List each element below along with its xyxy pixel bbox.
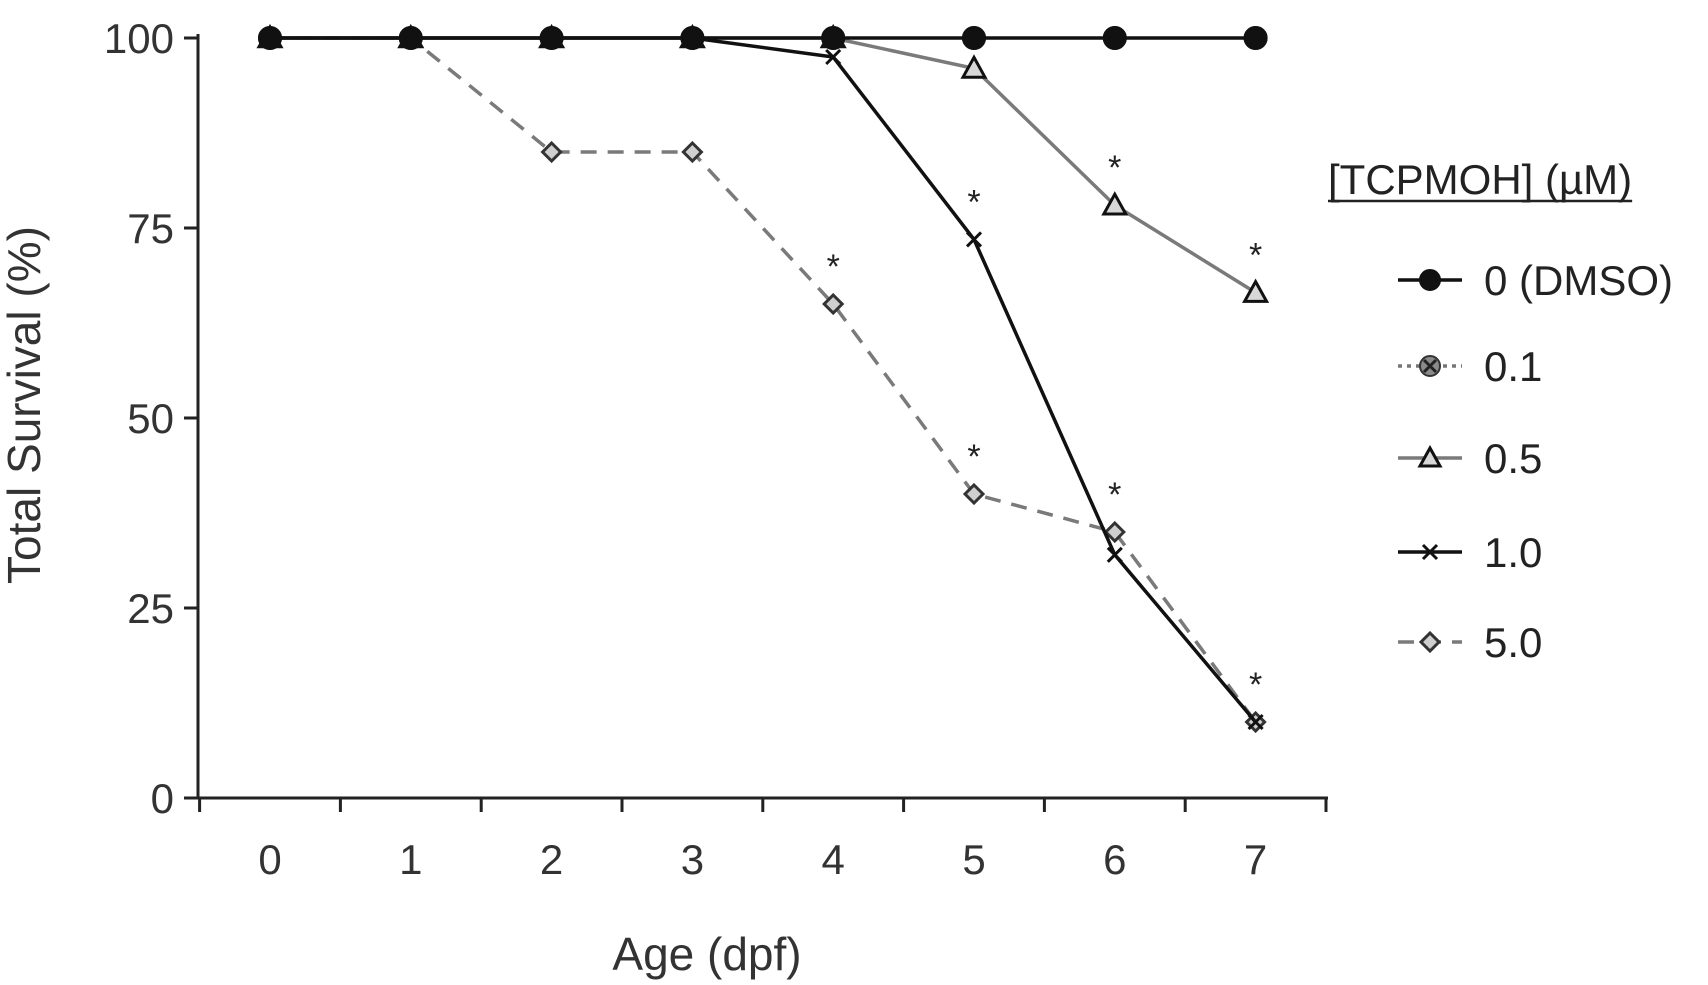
series-1-0-point-4-shape	[825, 48, 842, 66]
series-5-0-point-2-shape	[540, 140, 563, 164]
x-tick-label-6: 6	[1103, 836, 1126, 883]
significance-star-0: *	[827, 248, 840, 286]
legend-item-1-0: 1.0	[1398, 529, 1542, 576]
x-tick-label-3: 3	[681, 836, 704, 883]
series-1-0	[261, 29, 1264, 731]
series-0-dmso-point-2-shape	[539, 26, 564, 50]
significance-star-6: *	[1249, 666, 1262, 704]
series-0-dmso	[258, 26, 1268, 50]
legend-item-0-5-marker	[1417, 444, 1443, 468]
series-1-0-point-4	[825, 48, 842, 66]
series-5-0-point-5-shape	[962, 482, 986, 506]
series-5-0-point-6-shape	[1103, 520, 1126, 544]
series-0-5-point-5-shape	[960, 54, 988, 79]
legend-item-0-dmso-marker	[1419, 269, 1441, 291]
series-0-dmso-point-7-shape	[1243, 26, 1268, 50]
series-5-0-line	[270, 36, 1258, 724]
series-1-0-point-7-shape	[1247, 713, 1264, 731]
series-0-dmso-point-3	[680, 26, 705, 50]
y-tick-label-75: 75	[127, 205, 174, 252]
series-1-0-point-6-shape	[1106, 546, 1123, 563]
series-0-5-point-7	[1242, 278, 1270, 303]
series-1-0-point-7	[1247, 713, 1264, 731]
series-layer	[256, 23, 1270, 734]
y-axis-label: Total Survival (%)	[0, 226, 50, 584]
x-tick-label-7: 7	[1244, 836, 1267, 883]
legend-title: [TCPMOH] (µM)	[1328, 156, 1632, 203]
legend-item-0-5-label: 0.5	[1484, 435, 1542, 482]
legend-item-0-5-marker-shape	[1417, 444, 1443, 468]
series-0-dmso-point-5-shape	[962, 26, 986, 50]
x-tick-label-1: 1	[399, 836, 422, 883]
legend-item-0-1-marker	[1419, 355, 1441, 377]
significance-star-4: *	[1108, 476, 1121, 514]
x-tick-label-0: 0	[258, 836, 281, 883]
series-0-dmso-point-3-shape	[680, 26, 705, 50]
series-0-5-point-7-shape	[1242, 278, 1270, 303]
significance-star-3: *	[1108, 149, 1121, 187]
series-5-0-point-4-shape	[822, 292, 845, 316]
series-0-dmso-point-1	[398, 26, 423, 50]
series-1-0-point-5	[965, 231, 983, 248]
series-0-5-point-5	[960, 54, 988, 79]
series-0-dmso-point-6-shape	[1102, 26, 1127, 50]
series-0-dmso-point-1-shape	[398, 26, 423, 50]
y-tick-label-0: 0	[151, 775, 174, 822]
legend-item-0-dmso-label: 0 (DMSO)	[1484, 257, 1673, 304]
series-5-0-point-3-shape	[681, 140, 704, 164]
series-5-0-point-4	[822, 292, 845, 316]
annotation-layer: * * * * * * *	[827, 149, 1263, 704]
series-5-0-point-3	[681, 140, 704, 164]
x-tick-label-2: 2	[540, 836, 563, 883]
series-0-dmso-point-6	[1102, 26, 1127, 50]
x-tick-label-5: 5	[962, 836, 985, 883]
series-5-0	[258, 26, 1267, 734]
series-0-dmso-point-5	[962, 26, 986, 50]
series-1-0-point-6	[1106, 546, 1123, 563]
legend-item-5-0-marker	[1418, 630, 1442, 654]
series-0-5-point-6-shape	[1101, 191, 1129, 216]
y-tick-label-25: 25	[127, 585, 174, 632]
y-tick-label-50: 50	[127, 395, 174, 442]
series-0-dmso-point-4	[821, 26, 846, 50]
series-0-dmso-point-0-shape	[258, 26, 282, 50]
x-axis-label: Age (dpf)	[612, 928, 801, 980]
legend-item-1-0-label: 1.0	[1484, 529, 1542, 576]
series-5-0-point-6	[1103, 520, 1126, 544]
legend-item-5-0: 5.0	[1398, 619, 1542, 666]
legend-item-0-1: 0.1	[1398, 343, 1542, 390]
legend-item-0-5: 0.5	[1398, 435, 1542, 482]
legend-item-0-dmso: 0 (DMSO)	[1398, 257, 1673, 304]
x-tick-label-4: 4	[822, 836, 845, 883]
significance-star-1: *	[967, 183, 980, 221]
legend-item-0-1-marker-cross	[1422, 358, 1438, 374]
legend-item-1-0-marker-shape	[1421, 543, 1439, 561]
legend-item-0-1-label: 0.1	[1484, 343, 1542, 390]
legend: 0 (DMSO) 0.1 0.5 1.0 5.0	[1328, 199, 1673, 666]
significance-star-5: *	[1249, 237, 1262, 275]
series-0-dmso-point-4-shape	[821, 26, 846, 50]
series-0-dmso-point-0	[258, 26, 282, 50]
series-0-5-point-6	[1101, 191, 1129, 216]
y-tick-label-100: 100	[104, 15, 174, 62]
series-0-dmso-point-2	[539, 26, 564, 50]
axes: 0 25 50 75 100 0 1 2 3 4 5 6 7	[104, 15, 1328, 883]
legend-item-5-0-label: 5.0	[1484, 619, 1542, 666]
series-1-0-point-5-shape	[965, 231, 983, 248]
series-5-0-point-5	[962, 482, 986, 506]
series-0-dmso-point-7	[1243, 26, 1268, 50]
legend-item-0-dmso-marker-shape	[1419, 269, 1441, 291]
legend-item-5-0-marker-shape	[1418, 630, 1442, 654]
legend-item-1-0-marker	[1421, 543, 1439, 561]
series-5-0-point-2	[540, 140, 563, 164]
significance-star-2: *	[967, 438, 980, 476]
series-1-0-line	[270, 36, 1257, 724]
